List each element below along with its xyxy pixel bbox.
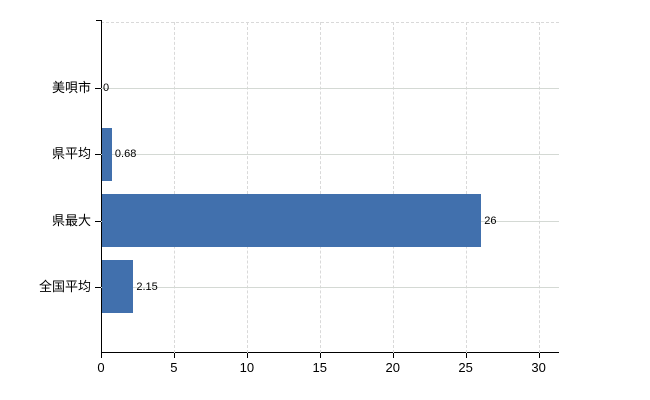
horizontal-gridline — [101, 88, 559, 90]
x-tick-label: 25 — [458, 360, 473, 375]
x-axis-tick — [538, 353, 540, 358]
x-tick-label: 20 — [385, 360, 400, 375]
vertical-gridline — [538, 22, 540, 353]
vertical-gridline — [465, 22, 467, 353]
x-tick-label: 5 — [170, 360, 178, 375]
x-axis-line — [101, 352, 559, 353]
horizontal-gridline — [101, 286, 559, 288]
category-label: 美唄市 — [51, 80, 91, 96]
y-axis-tick — [95, 220, 101, 222]
bar-value-label: 26 — [484, 214, 497, 227]
x-axis-tick — [392, 353, 394, 358]
x-tick-label: 10 — [239, 360, 255, 375]
vertical-gridline — [173, 22, 175, 353]
x-axis-tick — [319, 353, 321, 358]
bar — [102, 260, 134, 314]
y-axis-tick — [95, 88, 101, 90]
plot-area: 0 美唄市 0.68 県平均 26 県最大 2.15 全国平均 0 5 10 15 20 25 30 — [39, 20, 559, 375]
bar — [102, 194, 482, 248]
x-tick-label: 30 — [531, 360, 546, 375]
y-axis-end-tick — [96, 20, 101, 21]
x-axis-tick — [173, 353, 175, 358]
x-axis-tick — [246, 353, 248, 358]
plot-top-border — [101, 22, 559, 23]
x-axis-tick — [465, 353, 467, 358]
bar-value-label: 2.15 — [136, 280, 158, 293]
x-tick-label: 0 — [97, 360, 105, 375]
vertical-gridline — [246, 22, 248, 353]
x-axis-tick — [101, 353, 102, 358]
y-axis-tick — [95, 286, 101, 288]
y-axis-line — [101, 20, 102, 353]
category-label: 県平均 — [51, 146, 91, 162]
horizontal-gridline — [101, 154, 559, 156]
category-label: 県最大 — [51, 212, 91, 228]
bar-value-label: 0.68 — [114, 148, 137, 161]
vertical-gridline — [319, 22, 321, 353]
x-tick-label: 15 — [312, 360, 328, 375]
bar — [102, 127, 112, 181]
category-label: 全国平均 — [38, 278, 91, 294]
bar-value-label: 0 — [103, 82, 110, 95]
vertical-gridline — [392, 22, 394, 353]
y-axis-tick — [95, 154, 101, 156]
